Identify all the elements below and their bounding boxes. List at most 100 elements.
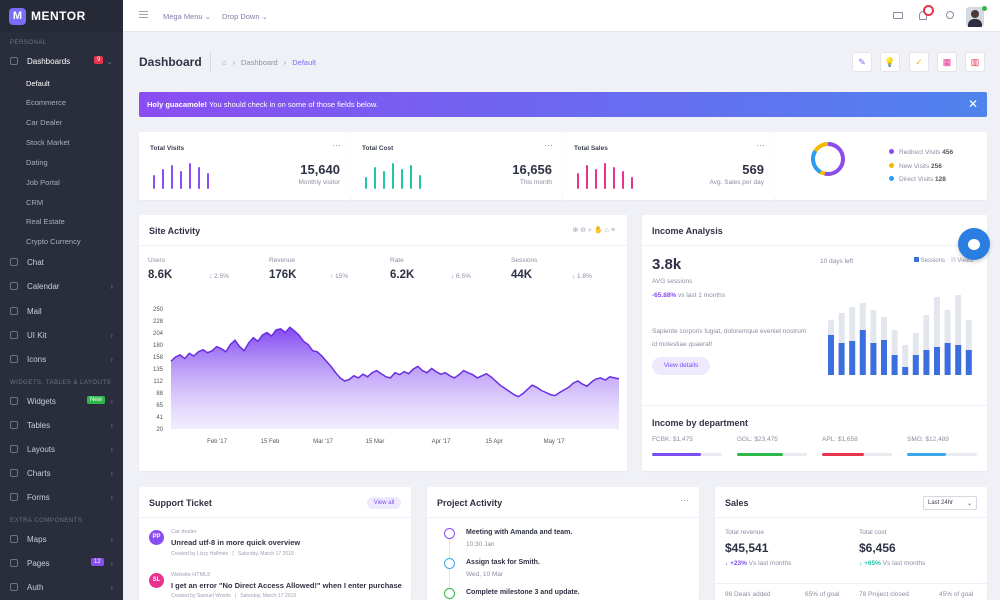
period-select[interactable]: Last 24hr ⌄	[923, 496, 977, 510]
sidebar-item-label: Maps	[27, 534, 47, 544]
days-left: 10 days left	[820, 258, 854, 265]
chart-toolbar[interactable]: ⊕⊖⌕✋⌂≡	[572, 227, 617, 234]
sidebar-item-widgets[interactable]: Widgets New ›	[0, 392, 123, 410]
legend-swatch-icon	[950, 257, 956, 262]
dashboards-badge: 9	[94, 56, 104, 64]
sidebar-item-calendar[interactable]: Calendar ›	[0, 277, 123, 295]
calendar-icon	[10, 282, 18, 290]
mail-icon[interactable]	[893, 12, 903, 19]
sidebar-sub-ecommerce[interactable]: Ecommerce	[26, 98, 67, 107]
more-icon[interactable]: ···	[332, 140, 341, 150]
avatar[interactable]	[966, 7, 984, 27]
timeline-dot-icon	[444, 558, 455, 569]
ticket-title[interactable]: I get an error "No Direct Access Allowed…	[171, 581, 402, 590]
sidebar-item-mail[interactable]: Mail	[0, 302, 123, 320]
site-activity-chart: 250 228 204 180 158 135 112 88 65 41 20 Feb '17 15 F…	[153, 307, 620, 445]
drop-down-link[interactable]: Drop Down ⌄	[222, 12, 268, 21]
calendar-icon: ▦	[942, 56, 952, 67]
sparkline-bar	[613, 167, 615, 189]
sidebar-sub-dating[interactable]: Dating	[26, 158, 48, 167]
sidebar-sub-car-dealer[interactable]: Car Dealer	[26, 118, 63, 127]
calendar-button[interactable]: ▦	[937, 52, 957, 72]
support-ticket-card: Support Ticket View all PP Car dealer Un…	[139, 487, 411, 600]
divider	[642, 405, 987, 406]
sidebar-sub-job-portal[interactable]: Job Portal	[26, 178, 60, 187]
dept-label: SMG: $12,489	[907, 436, 949, 443]
sidebar-sub-stock-market[interactable]: Stock Market	[26, 138, 70, 147]
legend-label: Direct Visits	[899, 176, 934, 183]
sidebar-item-tables[interactable]: Tables ›	[0, 416, 123, 434]
idea-button[interactable]: 💡	[880, 52, 900, 72]
more-icon[interactable]: ···	[680, 495, 689, 505]
chevron-right-icon: ›	[110, 492, 113, 502]
sales-card: Sales Last 24hr ⌄ Total revenue $45,541 ↓…	[715, 487, 987, 600]
legend-label: Views	[957, 258, 974, 264]
sidebar-item-charts[interactable]: Charts ›	[0, 464, 123, 482]
more-icon[interactable]: ···	[544, 140, 553, 150]
sidebar-item-forms[interactable]: Forms ›	[0, 488, 123, 506]
bulb-icon: 💡	[884, 56, 896, 67]
sidebar-sub-crypto[interactable]: Crypto Currency	[26, 237, 81, 246]
dept-progress-fill	[822, 453, 864, 456]
avatar: PP	[149, 530, 164, 545]
edit-button[interactable]: ✎	[852, 52, 872, 72]
chart-button[interactable]: ▥	[965, 52, 985, 72]
stat-value: 569	[742, 162, 764, 177]
home-icon[interactable]: ⌂	[222, 58, 227, 67]
sidebar-sub-real-estate[interactable]: Real Estate	[26, 217, 65, 226]
donut-legend: Redirect Visits 456 New Visits 256 Direc…	[889, 146, 953, 187]
projects-goal: 45% of goal	[939, 591, 974, 598]
sidebar-item-layouts[interactable]: Layouts ›	[0, 440, 123, 458]
legend-item: Redirect Visits 456	[889, 146, 953, 160]
kpi-label: Sessions	[511, 257, 538, 264]
mega-menu-link[interactable]: Mega Menu ⌄	[163, 12, 211, 21]
donut-card: Redirect Visits 456 New Visits 256 Direc…	[775, 132, 987, 200]
search-icon[interactable]	[946, 11, 954, 19]
view-details-button[interactable]: View details	[652, 357, 710, 375]
check-button[interactable]: ✓	[909, 52, 929, 72]
projects-closed: 78 Project closed	[859, 591, 909, 598]
activity-title: Complete milestone 3 and update.	[466, 589, 580, 596]
close-icon[interactable]: ✕	[967, 97, 978, 111]
menu-toggle-icon[interactable]	[139, 11, 148, 18]
sidebar-item-maps[interactable]: Maps ›	[0, 530, 123, 548]
ticket-title[interactable]: Unread utf-8 in more quick overview	[171, 538, 301, 547]
sidebar-sub-default[interactable]: Default	[26, 79, 50, 88]
sidebar-item-label: Layouts	[27, 444, 56, 454]
sessions-bar	[828, 335, 834, 375]
sidebar-item-icons[interactable]: Icons ›	[0, 350, 123, 368]
sidebar-item-label: UI Kit	[27, 330, 47, 340]
brand[interactable]: M MENTOR	[0, 0, 123, 32]
sparkline-bar	[162, 169, 164, 189]
sidebar-item-auth[interactable]: Auth ›	[0, 578, 123, 596]
sidebar-item-chat[interactable]: Chat	[0, 253, 123, 271]
sidebar-item-label: Pages	[27, 558, 50, 568]
card-title: Site Activity	[149, 226, 201, 236]
view-all-button[interactable]: View all	[367, 497, 401, 509]
chevron-down-icon: ⌄	[966, 501, 972, 507]
sparkline-bar	[622, 171, 624, 189]
sessions-bar	[859, 330, 866, 375]
sidebar-item-pages[interactable]: Pages 12 ›	[0, 554, 123, 572]
sidebar-item-dashboards[interactable]: Dashboards 9 ⌄	[0, 52, 123, 70]
kpi-delta: ↓ 2.5%	[209, 273, 229, 280]
sparkline-bar	[419, 175, 421, 189]
divider	[139, 517, 411, 518]
views-bar	[891, 330, 898, 375]
dept-progress	[907, 453, 977, 456]
sidebar-sub-crm[interactable]: CRM	[26, 198, 44, 207]
chat-button[interactable]	[958, 228, 990, 260]
dept-progress	[737, 453, 807, 456]
sidebar-item-uikit[interactable]: UI Kit ›	[0, 326, 123, 344]
divider	[642, 245, 987, 246]
kpi-label: Users	[148, 257, 165, 264]
dept-progress	[822, 453, 892, 456]
breadcrumb-dashboard[interactable]: Dashboard	[241, 58, 278, 67]
more-icon[interactable]: ···	[756, 140, 765, 150]
income-label: AVG sessions	[652, 278, 693, 285]
sessions-bar	[870, 343, 877, 375]
dept-title: Income by department	[652, 418, 749, 428]
deals-goal: 65% of goal	[805, 591, 840, 598]
ticket-meta: Created by Lizzy Halfmen | Saturday, Mar…	[171, 551, 294, 557]
revenue-delta-value: +23%	[730, 560, 747, 567]
